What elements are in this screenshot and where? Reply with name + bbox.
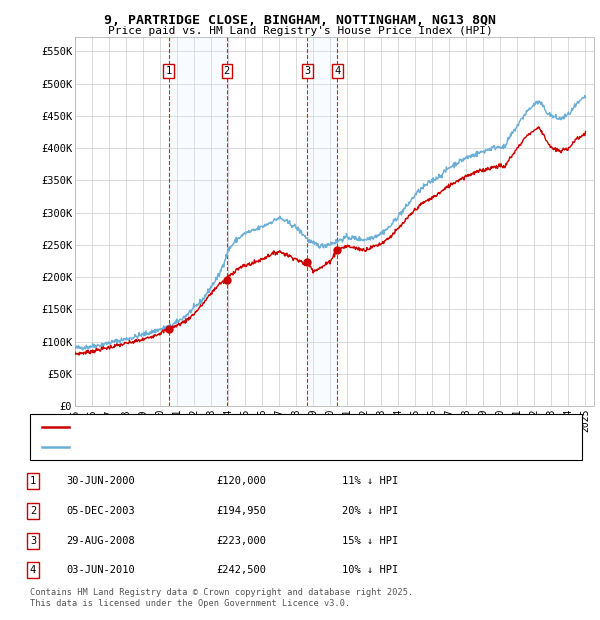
Text: £223,000: £223,000 — [216, 536, 266, 546]
Text: HPI: Average price, detached house, Rushcliffe: HPI: Average price, detached house, Rush… — [75, 442, 345, 452]
Text: 2: 2 — [30, 506, 36, 516]
Bar — [307, 37, 337, 406]
Text: 15% ↓ HPI: 15% ↓ HPI — [342, 536, 398, 546]
Text: £120,000: £120,000 — [216, 476, 266, 486]
Text: 1: 1 — [30, 476, 36, 486]
Text: Price paid vs. HM Land Registry's House Price Index (HPI): Price paid vs. HM Land Registry's House … — [107, 26, 493, 36]
Text: 10% ↓ HPI: 10% ↓ HPI — [342, 565, 398, 575]
Text: 2: 2 — [224, 66, 230, 76]
Text: 03-JUN-2010: 03-JUN-2010 — [66, 565, 135, 575]
Text: 1: 1 — [166, 66, 172, 76]
Text: 4: 4 — [30, 565, 36, 575]
Text: 3: 3 — [30, 536, 36, 546]
Text: £242,500: £242,500 — [216, 565, 266, 575]
Text: 20% ↓ HPI: 20% ↓ HPI — [342, 506, 398, 516]
Text: 11% ↓ HPI: 11% ↓ HPI — [342, 476, 398, 486]
Text: Contains HM Land Registry data © Crown copyright and database right 2025.
This d: Contains HM Land Registry data © Crown c… — [30, 588, 413, 608]
Text: 9, PARTRIDGE CLOSE, BINGHAM, NOTTINGHAM, NG13 8QN (detached house): 9, PARTRIDGE CLOSE, BINGHAM, NOTTINGHAM,… — [75, 422, 463, 433]
Text: 3: 3 — [304, 66, 311, 76]
Text: 29-AUG-2008: 29-AUG-2008 — [66, 536, 135, 546]
Text: 05-DEC-2003: 05-DEC-2003 — [66, 506, 135, 516]
Bar — [169, 37, 227, 406]
Text: 30-JUN-2000: 30-JUN-2000 — [66, 476, 135, 486]
Text: 4: 4 — [334, 66, 341, 76]
Text: 9, PARTRIDGE CLOSE, BINGHAM, NOTTINGHAM, NG13 8QN: 9, PARTRIDGE CLOSE, BINGHAM, NOTTINGHAM,… — [104, 14, 496, 27]
Text: £194,950: £194,950 — [216, 506, 266, 516]
